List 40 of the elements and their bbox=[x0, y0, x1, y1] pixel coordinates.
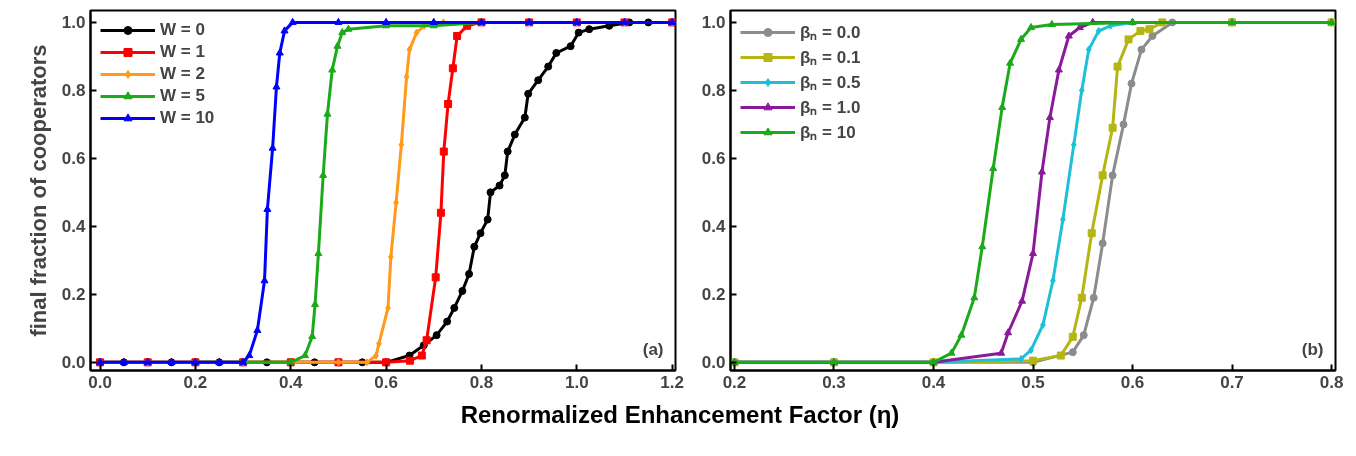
x-tick-label: 0.2 bbox=[183, 372, 208, 392]
legend-label: W = 0 bbox=[160, 20, 205, 40]
x-tick-label: 0.3 bbox=[822, 372, 846, 392]
x-tick-label: 0.0 bbox=[88, 372, 112, 392]
x-tick-label: 0.8 bbox=[469, 372, 494, 392]
annotation: (a) bbox=[642, 339, 664, 359]
x-axis-title: Renormalized Enhancement Factor (η) bbox=[460, 400, 900, 430]
legend-label: βₙ = 10 bbox=[800, 122, 856, 143]
y-tick-label: 0.6 bbox=[701, 149, 726, 169]
y-tick-label: 0.6 bbox=[61, 149, 86, 169]
x-tick-label: 0.6 bbox=[1120, 372, 1145, 392]
y-tick-label: 0.4 bbox=[701, 217, 727, 237]
legend-label: W = 2 bbox=[160, 64, 205, 84]
y-tick-label: 0.0 bbox=[701, 353, 726, 373]
x-tick-label: 0.5 bbox=[1021, 372, 1045, 392]
y-tick-label: 0.2 bbox=[701, 285, 726, 305]
x-tick-label: 0.8 bbox=[1319, 372, 1344, 392]
y-tick-label: 0.0 bbox=[61, 353, 86, 373]
y-tick-label: 1.0 bbox=[61, 13, 86, 33]
x-tick-label: 1.0 bbox=[564, 372, 589, 392]
legend-label: W = 5 bbox=[160, 86, 205, 106]
y-axis-title: final fraction of cooperators bbox=[25, 44, 51, 337]
legend-label: βₙ = 0.0 bbox=[800, 22, 861, 43]
x-tick-label: 0.2 bbox=[722, 372, 747, 392]
x-tick-label: 0.4 bbox=[278, 372, 304, 392]
y-tick-label: 0.8 bbox=[701, 81, 726, 101]
legend-label: W = 1 bbox=[160, 42, 205, 62]
legend-label: βₙ = 0.5 bbox=[800, 72, 861, 93]
y-tick-label: 0.8 bbox=[61, 81, 86, 101]
legend-label: βₙ = 1.0 bbox=[800, 97, 861, 118]
y-tick-label: 0.2 bbox=[61, 285, 86, 305]
x-tick-label: 0.6 bbox=[374, 372, 398, 392]
x-tick-label: 0.7 bbox=[1220, 372, 1244, 392]
y-tick-label: 0.4 bbox=[61, 217, 87, 237]
x-tick-label: 1.2 bbox=[660, 372, 684, 392]
legend-label: βₙ = 0.1 bbox=[800, 47, 861, 68]
legend-label: W = 10 bbox=[160, 108, 215, 128]
annotation: (b) bbox=[1301, 339, 1324, 359]
y-tick-label: 1.0 bbox=[701, 13, 726, 33]
x-tick-label: 0.4 bbox=[921, 372, 946, 392]
